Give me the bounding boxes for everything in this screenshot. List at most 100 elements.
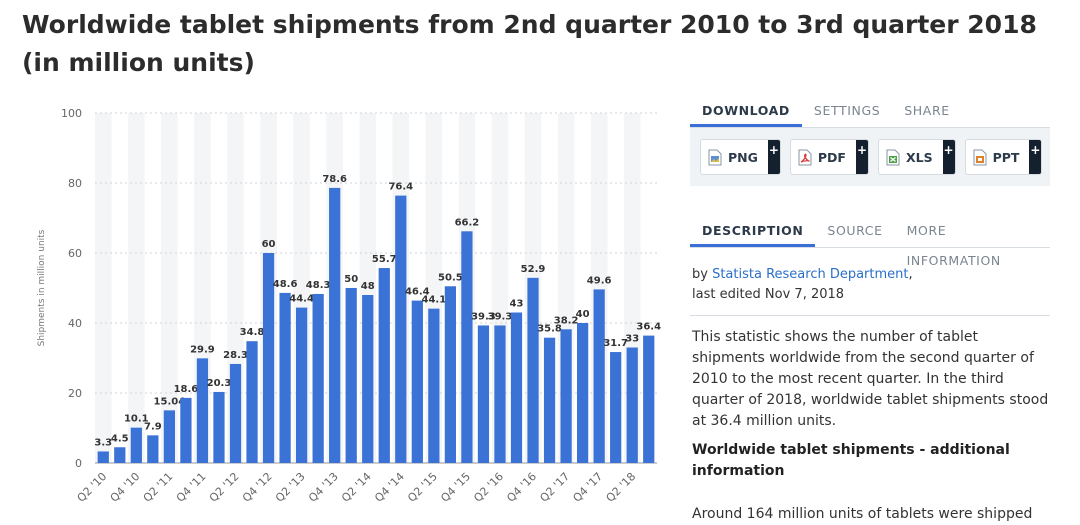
download-pdf-button[interactable]: PDF + (789, 139, 869, 175)
bar (543, 337, 556, 463)
xls-file-icon (886, 149, 900, 165)
data-label: 49.6 (587, 275, 612, 286)
x-tick-label: Q4 '13 (306, 470, 341, 505)
png-label: PNG (728, 149, 758, 165)
bar (279, 292, 291, 463)
bar (213, 391, 225, 463)
data-label: 48.6 (273, 279, 298, 290)
bar (345, 288, 357, 463)
bar (610, 352, 622, 463)
data-label: 35.8 (537, 324, 562, 335)
data-label: 48 (361, 281, 375, 292)
x-tick-label: Q4 '15 (438, 470, 473, 505)
data-label: 76.4 (388, 182, 413, 193)
x-tick-label: Q4 '17 (570, 470, 605, 505)
download-png-button[interactable]: PNG + (700, 139, 781, 175)
data-label: 20.3 (207, 378, 232, 389)
bar (362, 295, 374, 463)
data-label: 39.3 (471, 311, 496, 322)
download-tabs: DOWNLOAD SETTINGS SHARE (690, 96, 1050, 128)
tab-download[interactable]: DOWNLOAD (690, 96, 802, 127)
bar (626, 347, 638, 463)
x-tick-label: Q2 '12 (207, 470, 242, 505)
tab-settings[interactable]: SETTINGS (813, 103, 881, 118)
bar (378, 268, 390, 463)
y-tick-label: 20 (68, 387, 82, 400)
data-label: 43 (510, 299, 524, 310)
x-tick-label: Q2 '18 (604, 470, 639, 505)
bar (295, 307, 308, 463)
x-tick-label: Q4 '14 (372, 470, 407, 505)
bar (163, 410, 176, 463)
bar (428, 308, 440, 463)
column-stripe (128, 113, 145, 463)
data-label: 28.3 (223, 350, 248, 361)
bar (312, 293, 324, 463)
data-label: 40 (576, 309, 590, 320)
x-tick-label: Q2 '10 (75, 470, 110, 505)
data-label: 66.2 (455, 217, 480, 228)
ppt-file-icon (973, 149, 987, 165)
xls-plus-icon[interactable]: + (942, 140, 955, 174)
bar (395, 195, 407, 463)
bar (180, 397, 192, 463)
bar (196, 358, 209, 463)
y-tick-label: 40 (68, 317, 82, 330)
bar (494, 325, 506, 463)
x-tick-label: Q2 '11 (141, 470, 176, 505)
data-label: 34.8 (240, 327, 265, 338)
data-label: 44.4 (289, 294, 314, 305)
data-label: 50 (344, 274, 358, 285)
bar (510, 312, 523, 463)
data-label: 33 (625, 334, 639, 345)
data-label: 18.6 (174, 384, 199, 395)
data-label: 46.4 (405, 287, 430, 298)
data-label: 55.7 (372, 254, 397, 265)
data-label: 15.04 (154, 396, 186, 407)
download-buttons: PNG + PDF + XLS + (690, 128, 1050, 186)
data-label: 50.5 (438, 272, 463, 283)
ppt-label: PPT (992, 149, 1020, 165)
png-plus-icon[interactable]: + (767, 140, 780, 174)
side-panel: DOWNLOAD SETTINGS SHARE PNG + PDF (690, 96, 1050, 525)
bar (147, 435, 159, 463)
author-link[interactable]: Statista Research Department (712, 267, 909, 282)
bar (411, 300, 423, 463)
tab-more-information[interactable]: MORE INFORMATION (906, 223, 1001, 268)
bar-chart: 0 20 40 60 80 100 Shipments in million units 3.… (37, 107, 661, 505)
download-xls-button[interactable]: XLS + (877, 139, 956, 175)
author-info: by Statista Research Department, last ed… (690, 248, 1050, 316)
x-tick-label: Q2 '15 (405, 470, 440, 505)
download-ppt-button[interactable]: PPT + (964, 139, 1043, 175)
x-tick-label: Q4 '12 (240, 470, 275, 505)
pdf-file-icon (798, 149, 812, 165)
author-prefix: by (692, 267, 713, 282)
tab-source[interactable]: SOURCE (827, 223, 883, 238)
data-label: 4.5 (111, 433, 129, 444)
y-tick-label: 0 (75, 457, 82, 470)
last-edited: last edited Nov 7, 2018 (692, 287, 845, 302)
pdf-plus-icon[interactable]: + (855, 140, 868, 174)
x-tick-label: Q4 '10 (108, 470, 143, 505)
bar (262, 253, 275, 463)
bar (229, 363, 242, 463)
column-stripe (95, 113, 112, 463)
x-tick-label: Q4 '11 (174, 470, 209, 505)
x-tick-label: Q2 '14 (339, 470, 374, 505)
bar (576, 323, 589, 463)
ppt-plus-icon[interactable]: + (1029, 140, 1042, 174)
bar (329, 187, 341, 463)
y-tick-label: 100 (61, 107, 82, 120)
page-title: Worldwide tablet shipments from 2nd quar… (22, 10, 1037, 77)
y-axis-title: Shipments in million units (37, 229, 47, 346)
info-tabs: DESCRIPTION SOURCE MORE INFORMATION (690, 216, 1050, 268)
bar (477, 325, 490, 463)
bar (461, 231, 473, 463)
bar (114, 447, 126, 463)
bar (643, 335, 655, 463)
pdf-label: PDF (817, 149, 846, 165)
author-suffix: , (908, 267, 913, 282)
additional-info-text: Around 164 million units of tablets were… (692, 506, 1033, 522)
tab-description[interactable]: DESCRIPTION (690, 216, 816, 247)
tab-share[interactable]: SHARE (904, 103, 950, 118)
